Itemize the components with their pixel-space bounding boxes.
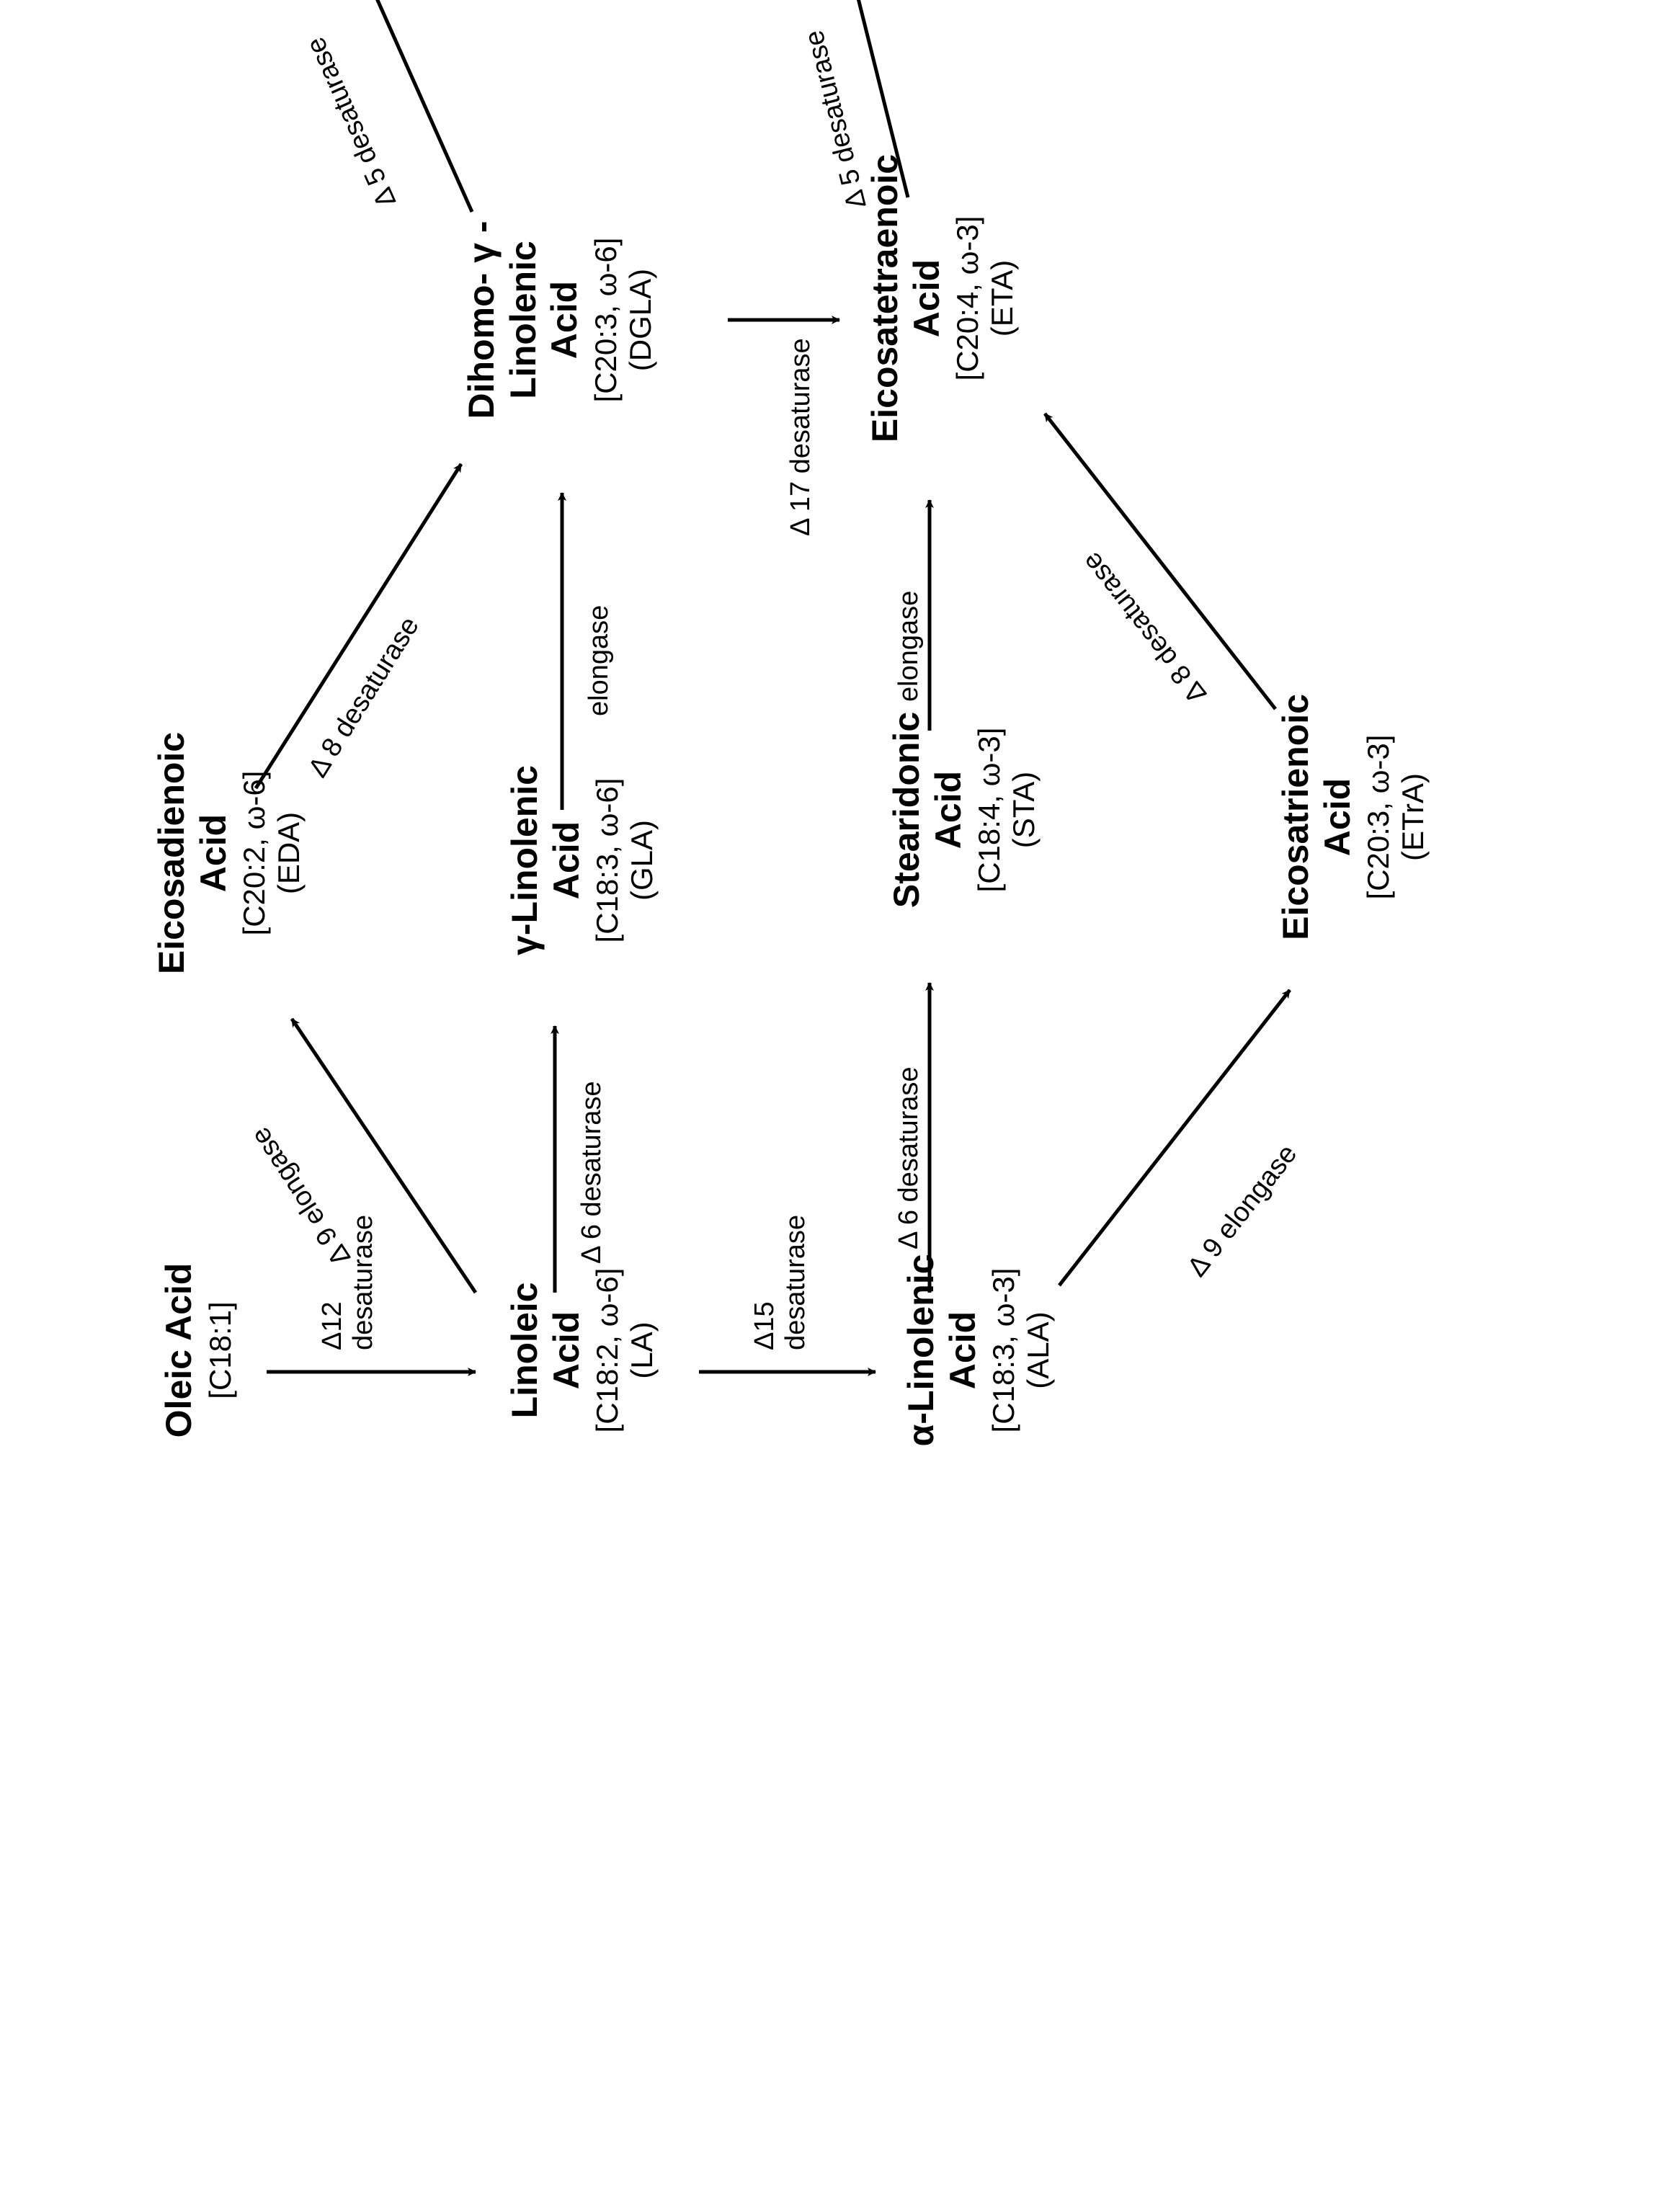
node-abbrev: (GLA) — [625, 716, 659, 1004]
enzyme-label-la-ala: Δ15desaturase — [749, 1215, 811, 1350]
enzyme-label-dgla-ara: Δ 5 desaturase — [300, 32, 403, 212]
enzyme-label-gla-dgla: elongase — [584, 605, 615, 716]
node-abbrev: (DHA) — [1578, 0, 1613, 24]
node-formula: [C20:3, ω-6] — [589, 169, 623, 471]
node-name: Eicosadienoic Acid — [151, 702, 234, 1004]
enzyme-label-ala-etra: Δ 9 elongase — [1182, 1139, 1304, 1283]
node-abbrev: (ALA) — [1021, 1221, 1056, 1480]
node-abbrev: (LA) — [625, 1221, 659, 1480]
node-formula: [C20:2, ω-6] — [237, 702, 272, 1004]
node-eta: Eicosatetraenoic Acid[C20:4, ω-3](ETA) — [865, 118, 1020, 478]
node-name: Eicosatrienoic Acid — [1275, 659, 1358, 976]
node-eda: Eicosadienoic Acid[C20:2, ω-6](EDA) — [151, 702, 306, 1004]
node-formula: [C18:1] — [203, 1221, 238, 1480]
node-formula: [C20:3, ω-3] — [1361, 659, 1396, 976]
node-abbrev: (DGLA) — [623, 169, 658, 471]
node-ala: α-Linolenic Acid[C18:3, ω-3](ALA) — [901, 1221, 1056, 1480]
node-name: α-Linolenic Acid — [901, 1221, 984, 1480]
enzyme-label-eda-dgla: Δ 8 desaturase — [303, 612, 426, 783]
node-abbrev: (EDA) — [272, 702, 306, 1004]
arrow-ala-etra — [1059, 990, 1290, 1285]
node-abbrev: (ETrA) — [1396, 659, 1430, 976]
node-name: Dihomo- γ - Linolenic Acid — [461, 169, 586, 471]
enzyme-label-ala-sta: Δ 6 desaturase — [894, 1066, 924, 1249]
node-name: Stearidonic Acid — [886, 659, 969, 961]
enzyme-label-etra-eta: Δ 8 desaturase — [1077, 546, 1213, 709]
node-abbrev: (ETA) — [985, 118, 1020, 478]
node-gla: γ-Linolenic Acid[C18:3, ω-6](GLA) — [504, 716, 659, 1004]
node-name: γ-Linolenic Acid — [504, 716, 587, 1004]
node-formula: [C22:6, ω-3] — [1543, 0, 1578, 24]
enzyme-label-eta-epa: Δ 5 desaturase — [799, 27, 873, 212]
node-name: Docosahexaenoic Acid — [1499, 0, 1541, 24]
node-name: Oleic Acid — [159, 1221, 200, 1480]
node-formula: [C20:4, ω-3] — [950, 118, 985, 478]
pathway-canvas: Figure 2 Oleic Acid[C18:1]Linoleic Acid[… — [0, 0, 1653, 1653]
enzyme-label-sta-eta: elongase — [894, 591, 924, 702]
node-dha: Docosahexaenoic Acid[C22:6, ω-3](DHA) — [1499, 0, 1613, 24]
node-dgla: Dihomo- γ - Linolenic Acid[C20:3, ω-6](D… — [461, 169, 658, 471]
node-oleic: Oleic Acid[C18:1] — [159, 1221, 238, 1480]
enzyme-label-dgla-eta: Δ 17 desaturase — [785, 338, 816, 536]
node-formula: [C18:3, ω-6] — [590, 716, 625, 1004]
node-formula: [C18:4, ω-3] — [972, 659, 1007, 961]
node-sta: Stearidonic Acid[C18:4, ω-3](STA) — [886, 659, 1041, 961]
enzyme-label-la-gla: Δ 6 desaturase — [576, 1081, 607, 1264]
node-name: Eicosatetraenoic Acid — [865, 118, 948, 478]
node-name: Linoleic Acid — [504, 1221, 587, 1480]
node-formula: [C18:3, ω-3] — [986, 1221, 1021, 1480]
enzyme-label-la-eda: Δ 9 elongase — [245, 1121, 357, 1271]
node-abbrev: (STA) — [1007, 659, 1041, 961]
node-etra: Eicosatrienoic Acid[C20:3, ω-3](ETrA) — [1275, 659, 1430, 976]
